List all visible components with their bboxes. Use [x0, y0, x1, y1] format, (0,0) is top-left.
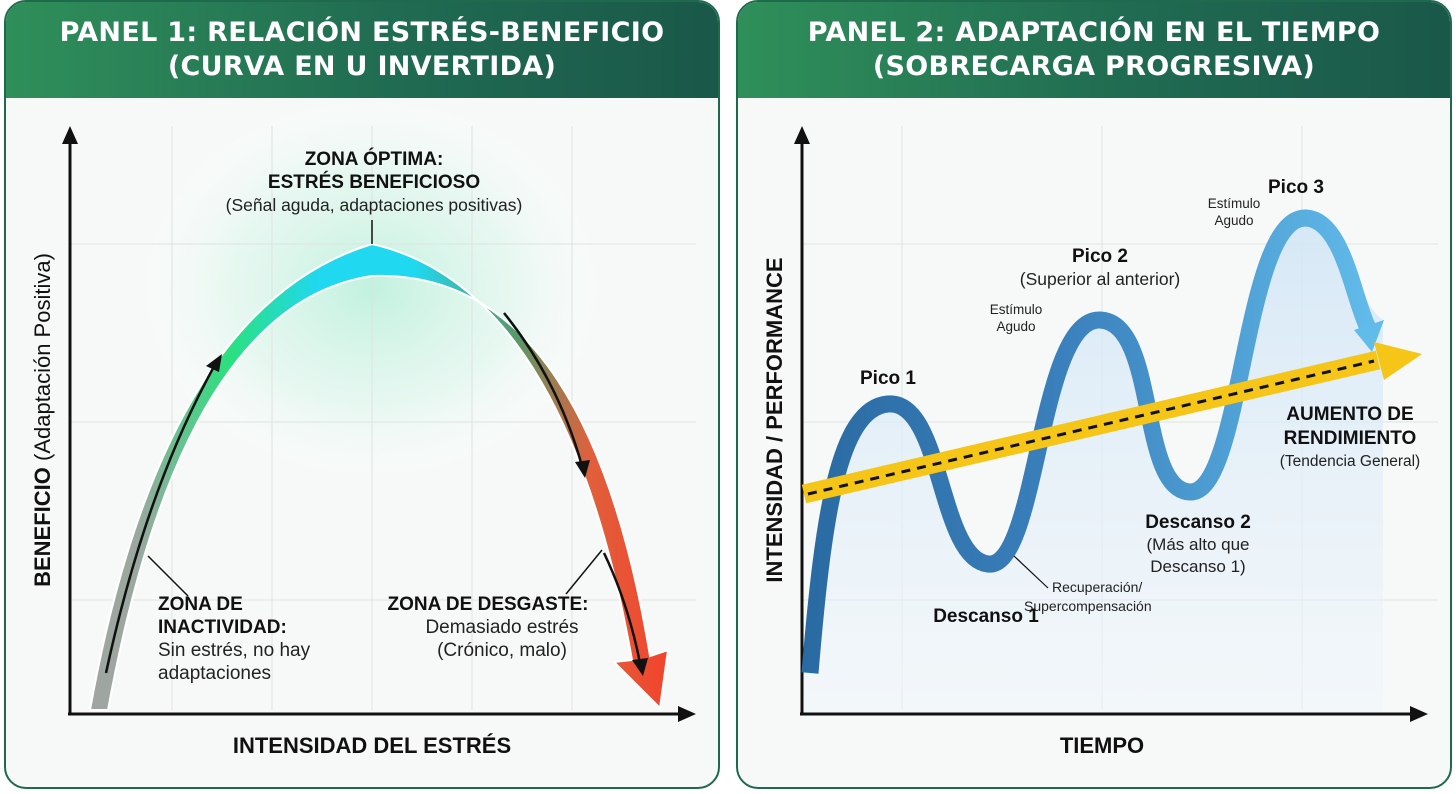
panel1-y-axis-label-bold: BENEFICIO — [30, 467, 55, 587]
p2-y-axis-arrow-icon — [794, 126, 810, 144]
panel2-diagram: Pico 1 Pico 2 (Superior al anterior) Pic… — [762, 126, 1438, 758]
trend-arrowhead-icon — [1374, 342, 1422, 380]
optimal-glow — [131, 98, 611, 488]
x-axis-arrow-icon — [678, 706, 696, 722]
wave-arrowhead-icon — [1354, 320, 1384, 352]
stimulus-a-label: Estímulo — [990, 302, 1043, 317]
recovery-leader-line — [1013, 555, 1049, 589]
inverted-u-curve — [88, 242, 670, 711]
panel1-y-axis-label-rest: (Adaptación Positiva) — [30, 253, 55, 467]
panel1-title-line1: PANEL 1: RELACIÓN ESTRÉS-BENEFICIO — [59, 17, 665, 48]
rest2-note: (Más alto que — [1147, 535, 1250, 554]
inactivity-zone-note: Sin estrés, no hay — [158, 640, 311, 661]
optimal-zone-title: ZONA ÓPTIMA: — [305, 148, 444, 170]
panel2-axes — [794, 126, 1428, 722]
panel2-x-axis-label: TIEMPO — [1060, 733, 1144, 758]
panel1-plot: ZONA ÓPTIMA: ESTRÉS BENEFICIOSO (Señal a… — [6, 98, 718, 787]
wear-zone-title: ZONA DE DESGASTE: — [388, 594, 589, 615]
panel2-title-line1: PANEL 2: ADAPTACIÓN EN EL TIEMPO — [807, 17, 1381, 48]
panel1-x-axis-label: INTENSIDAD DEL ESTRÉS — [233, 733, 511, 758]
wear-arrow-line — [602, 552, 642, 664]
panel2-plot: Pico 1 Pico 2 (Superior al anterior) Pic… — [738, 98, 1450, 787]
panel-stress-benefit: PANEL 1: RELACIÓN ESTRÉS-BENEFICIO (CURV… — [4, 0, 720, 789]
inactivity-zone-note-2: adaptaciones — [158, 663, 271, 684]
progressive-overload-wave — [801, 209, 1376, 674]
peak1-label: Pico 1 — [860, 368, 916, 389]
stimulus-b-label-2: Agudo — [1214, 213, 1253, 228]
stimulus-a-label-2: Agudo — [996, 319, 1035, 334]
rest2-note-2: Descanso 1) — [1150, 557, 1245, 576]
panel1-y-axis-label: BENEFICIO (Adaptación Positiva) — [30, 253, 55, 587]
wear-zone-note: Demasiado estrés — [425, 617, 578, 638]
panel2-y-axis-label: INTENSIDAD / PERFORMANCE — [762, 257, 787, 582]
panel2-title-line2: (SOBRECARGA PROGRESIVA) — [872, 51, 1316, 82]
rise-arrow-line — [104, 362, 218, 674]
recovery-label: Recuperación/ — [1052, 579, 1142, 595]
inactivity-leader-line — [147, 555, 189, 597]
rest1-label: Descanso 1 — [933, 606, 1039, 627]
panel-adaptation-time: PANEL 2: ADAPTACIÓN EN EL TIEMPO (SOBREC… — [736, 0, 1452, 789]
y-axis-arrow-icon — [62, 126, 78, 144]
optimal-zone-subtitle: ESTRÉS BENEFICIOSO — [268, 171, 480, 193]
wear-arrowhead-icon — [632, 658, 648, 676]
wear-leader-line — [565, 549, 603, 595]
recovery-label-2: Supercompensación — [1024, 598, 1152, 614]
descent-arrow-line — [503, 312, 584, 467]
panel2-header: PANEL 2: ADAPTACIÓN EN EL TIEMPO (SOBREC… — [738, 2, 1450, 98]
panel1-header: PANEL 1: RELACIÓN ESTRÉS-BENEFICIO (CURV… — [6, 2, 718, 98]
wave-area-fill — [802, 217, 1383, 712]
optimal-zone-note: (Señal aguda, adaptaciones positivas) — [226, 195, 523, 215]
trend-dashed-line — [807, 359, 1375, 496]
panel1-diagram: ZONA ÓPTIMA: ESTRÉS BENEFICIOSO (Señal a… — [30, 98, 696, 758]
panel1-axes — [62, 126, 696, 722]
stimulus-b-label: Estímulo — [1208, 196, 1261, 211]
peak3-label: Pico 3 — [1268, 177, 1324, 198]
wear-zone-note-2: (Crónico, malo) — [437, 640, 567, 661]
p2-x-axis-arrow-icon — [1410, 706, 1428, 722]
rise-arrowhead-icon — [206, 354, 222, 372]
trend-note: (Tendencia General) — [1280, 453, 1420, 470]
trend-label-2: RENDIMIENTO — [1284, 428, 1417, 449]
descent-arrowhead-icon — [575, 460, 590, 478]
panel1-title-line2: (CURVA EN U INVERTIDA) — [167, 51, 557, 82]
trend-label: AUMENTO DE — [1286, 404, 1413, 425]
inactivity-zone-title: ZONA DE — [158, 594, 243, 615]
peak2-note: (Superior al anterior) — [1020, 269, 1180, 289]
peak2-label: Pico 2 — [1072, 246, 1128, 267]
rest2-label: Descanso 2 — [1145, 512, 1251, 533]
inactivity-zone-title-2: INACTIVIDAD: — [158, 617, 287, 638]
